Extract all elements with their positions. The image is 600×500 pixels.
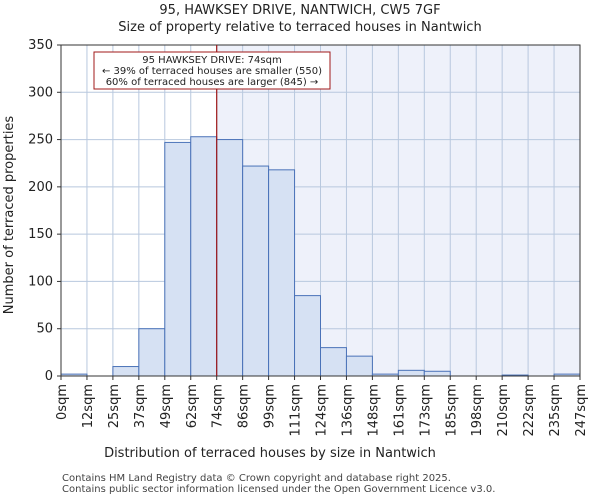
chart-title: 95, HAWKSEY DRIVE, NANTWICH, CW5 7GF [159,3,441,18]
x-tick-label: 161sqm [392,384,407,437]
x-tick-label: 111sqm [289,384,304,437]
x-tick-label: 62sqm [185,384,200,428]
y-tick-label: 0 [45,369,53,384]
histogram-bar [320,347,347,377]
x-tick-label: 49sqm [159,384,174,428]
x-tick-label: 124sqm [315,384,330,437]
histogram-bar [294,295,321,377]
histogram-bar [138,328,166,377]
y-tick-label: 300 [28,85,53,100]
histogram-bar [216,139,244,377]
histogram-bar [397,369,425,377]
annotation-line-3: 60% of terraced houses are larger (845) … [106,77,319,88]
x-tick-label: 173sqm [418,384,433,437]
x-tick-label: 185sqm [444,384,459,437]
x-tick-label: 37sqm [133,384,148,428]
x-tick-label: 74sqm [211,384,226,428]
histogram-bar [112,366,140,377]
footer-line-2: Contains public sector information licen… [62,484,496,495]
y-tick-label: 100 [28,274,53,289]
x-tick-label: 247sqm [574,384,589,437]
x-tick-label: 0sqm [55,384,70,420]
histogram-bar [190,136,218,377]
histogram-bar [423,370,451,377]
y-tick-label: 50 [36,322,53,337]
histogram-bar [268,169,296,377]
x-tick-label: 235sqm [548,384,563,437]
y-axis-label: Number of terraced properties [2,116,17,315]
x-tick-label: 12sqm [81,384,96,428]
x-axis-label: Distribution of terraced houses by size … [104,446,436,461]
annotation-line-1: 95 HAWKSEY DRIVE: 74sqm [142,55,281,66]
x-tick-label: 136sqm [340,384,355,437]
x-tick-label: 148sqm [366,384,381,437]
y-tick-label: 200 [28,180,53,195]
annotation-box [93,51,331,90]
chart-subtitle: Size of property relative to terraced ho… [118,20,482,35]
histogram-bar [242,165,270,377]
histogram-bar [345,355,373,377]
footer-line-1: Contains HM Land Registry data © Crown c… [62,473,451,484]
y-tick-label: 350 [28,38,53,53]
y-tick-label: 150 [28,227,53,242]
x-tick-label: 99sqm [263,384,278,428]
x-tick-label: 86sqm [237,384,252,428]
y-tick-label: 250 [28,133,53,148]
x-tick-label: 222sqm [522,384,537,437]
x-tick-label: 25sqm [107,384,122,428]
x-tick-label: 210sqm [496,384,511,437]
annotation-line-2: ← 39% of terraced houses are smaller (55… [102,66,322,77]
histogram-bar [164,141,192,377]
x-tick-label: 198sqm [470,384,485,437]
